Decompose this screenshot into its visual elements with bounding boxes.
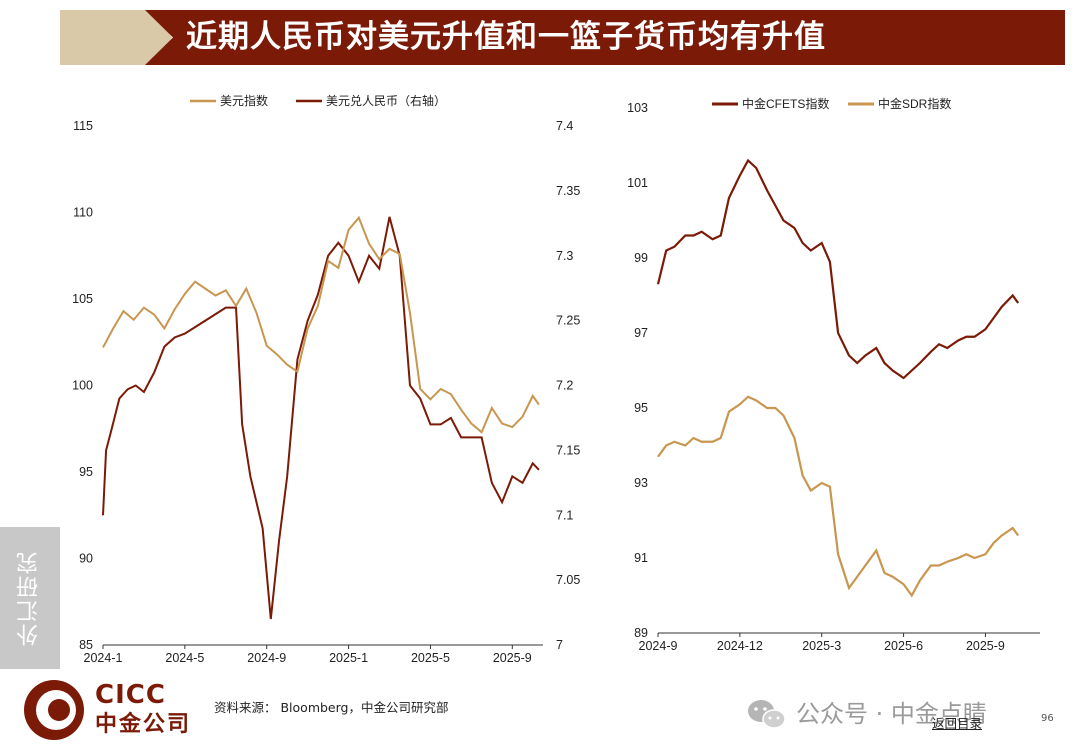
- cicc-logo-icon: [24, 680, 84, 740]
- logo-chinese: 中金公司: [95, 712, 192, 737]
- y2-tick-label: 7.25: [556, 314, 580, 328]
- legend-label-usdcny: 美元兑人民币（右轴）: [326, 93, 446, 108]
- x-tick-label: 2025-9: [493, 651, 532, 665]
- y2-tick-label: 7.4: [556, 119, 573, 133]
- y-tick-label: 91: [634, 551, 648, 565]
- y-tick-label: 99: [634, 251, 648, 265]
- legend-label-cfets: 中金CFETS指数: [742, 96, 829, 111]
- y-tick-label: 110: [73, 206, 93, 220]
- y2-tick-label: 7.05: [556, 573, 580, 587]
- x-tick-label: 2024-9: [639, 639, 678, 653]
- y2-tick-label: 7: [556, 638, 563, 652]
- legend-label-dxy: 美元指数: [220, 93, 268, 108]
- y2-tick-label: 7.2: [556, 379, 573, 393]
- x-tick-label: 2025-3: [802, 639, 841, 653]
- title-bar: [145, 10, 1065, 65]
- series-dxy-line: [102, 215, 540, 434]
- legend-label-sdr: 中金SDR指数: [878, 96, 951, 111]
- y2-tick-label: 7.3: [556, 249, 573, 263]
- watermark: 公众号 · 中金点睛: [796, 700, 987, 728]
- x-tick-label: 2024-12: [717, 639, 763, 653]
- y-tick-label: 95: [634, 401, 648, 415]
- y-tick-label: 103: [627, 101, 648, 115]
- logo-english: CICC: [95, 680, 166, 710]
- title-decoration: [60, 10, 172, 65]
- page-title: 近期人民币对美元升值和一篮子货币均有升值: [186, 19, 826, 55]
- x-tick-label: 2025-9: [966, 639, 1005, 653]
- y-tick-label: 85: [79, 638, 93, 652]
- series-cfets-line: [656, 158, 1020, 380]
- x-tick-label: 2024-9: [247, 651, 286, 665]
- y-tick-label: 95: [79, 465, 93, 479]
- x-tick-label: 2024-5: [165, 651, 204, 665]
- y-tick-label: 97: [634, 326, 648, 340]
- x-tick-label: 2025-5: [411, 651, 450, 665]
- x-tick-label: 2025-6: [884, 639, 923, 653]
- y-tick-label: 89: [634, 626, 648, 640]
- x-tick-label: 2025-1: [329, 651, 368, 665]
- y-tick-label: 101: [627, 176, 648, 190]
- y-tick-label: 100: [72, 379, 93, 393]
- back-to-contents-link[interactable]: 返回目录: [932, 716, 983, 731]
- wechat-icon: [748, 700, 786, 729]
- x-tick-label: 2024-1: [84, 651, 123, 665]
- y-tick-label: 90: [79, 552, 93, 566]
- y2-tick-label: 7.15: [556, 443, 580, 457]
- y-tick-label: 105: [72, 292, 93, 306]
- y-tick-label: 93: [634, 476, 648, 490]
- series-sdr-line: [657, 395, 1020, 598]
- y2-tick-label: 7.1: [556, 508, 573, 522]
- side-tab: [0, 527, 60, 669]
- y-tick-label: 115: [73, 119, 93, 133]
- y2-tick-label: 7.35: [556, 184, 580, 198]
- page-number: 96: [1041, 713, 1054, 724]
- source-note: 资料来源： Bloomberg，中金公司研究部: [214, 700, 449, 715]
- series-usdcny-line: [102, 216, 540, 620]
